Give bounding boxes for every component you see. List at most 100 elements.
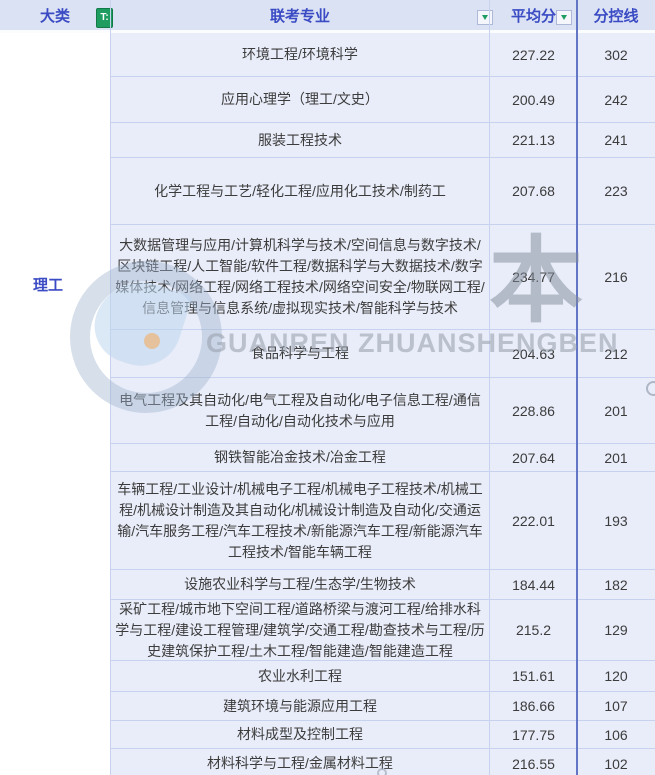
avg-score-cell[interactable]: 221.13 [490,123,577,157]
cutoff-cell[interactable]: 106 [577,721,655,748]
avg-score-cell[interactable]: 228.86 [490,378,577,443]
dropdown-arrow-icon [561,15,567,20]
text-filter-icon[interactable]: T: [96,8,113,28]
cutoff-cell[interactable]: 182 [577,570,655,599]
major-cell[interactable]: 应用心理学（理工/文史） [110,77,490,122]
cutoff-cell[interactable]: 107 [577,692,655,720]
major-cell[interactable]: 食品科学与工程 [110,330,490,377]
cutoff-value: 102 [604,755,628,772]
avg-score-value: 184.44 [512,576,555,593]
major-text: 化学工程与工艺/轻化工程/应用化工技术/制药工 [154,182,446,199]
table-row: 采矿工程/城市地下空间工程/道路桥梁与渡河工程/给排水科学与工程/建设工程管理/… [110,600,655,661]
major-cell[interactable]: 化学工程与工艺/轻化工程/应用化工技术/制药工 [110,158,490,224]
major-cell[interactable]: 农业水利工程 [110,661,490,691]
major-cell[interactable]: 车辆工程/工业设计/机械电子工程/机械电子工程技术/机械工程/机械设计制造及其自… [110,472,490,569]
avg-score-cell[interactable]: 227.22 [490,33,577,76]
avg-score-value: 234.77 [512,269,555,285]
avg-score-cell[interactable]: 186.66 [490,692,577,720]
cutoff-value: 129 [604,622,628,638]
table-row: 农业水利工程 151.61 120 [110,661,655,692]
cutoff-cell[interactable]: 102 [577,749,655,775]
table-row: 大数据管理与应用/计算机科学与技术/空间信息与数字技术/区块链工程/人工智能/软… [110,225,655,330]
header-cell-major[interactable]: 联考专业 [110,0,490,30]
grid-line-avg [489,0,490,775]
category-column[interactable]: 理工 [0,33,110,775]
avg-score-cell[interactable]: 184.44 [490,570,577,599]
major-filter-dropdown-button[interactable] [477,10,493,25]
avg-score-cell[interactable]: 222.01 [490,472,577,569]
cutoff-cell[interactable]: 201 [577,444,655,471]
major-text: 环境工程/环境科学 [242,46,358,62]
avg-score-value: 215.2 [515,622,552,638]
major-cell[interactable]: 环境工程/环境科学 [110,33,490,76]
cutoff-value: 201 [604,402,628,419]
cutoff-cell[interactable]: 212 [577,330,655,377]
cutoff-value: 216 [604,269,628,285]
major-cell[interactable]: 材料成型及控制工程 [110,721,490,748]
cutoff-cell[interactable]: 120 [577,661,655,691]
major-cell[interactable]: 电气工程及其自动化/电气工程及自动化/电子信息工程/通信工程/自动化/自动化技术… [110,378,490,443]
header-cell-category[interactable]: 大类 [0,0,110,30]
avg-score-cell[interactable]: 200.49 [490,77,577,122]
category-label: 理工 [32,277,63,294]
avg-score-value: 222.01 [512,512,555,529]
cutoff-cell[interactable]: 201 [577,378,655,443]
avg-score-value: 228.86 [512,402,555,419]
table-row: 电气工程及其自动化/电气工程及自动化/电子信息工程/通信工程/自动化/自动化技术… [110,378,655,444]
cutoff-cell[interactable]: 223 [577,158,655,224]
avg-score-value: 221.13 [512,132,555,148]
major-text: 建筑环境与能源应用工程 [223,697,377,714]
major-cell[interactable]: 钢铁智能冶金技术/冶金工程 [110,444,490,471]
grid-line-cutoff [576,0,578,775]
major-text: 设施农业科学与工程/生态学/生物技术 [184,576,416,592]
avg-score-cell[interactable]: 207.68 [490,158,577,224]
major-text: 材料科学与工程/金属材料工程 [207,755,393,771]
table-row: 食品科学与工程 204.63 212 [110,330,655,378]
avg-score-cell[interactable]: 207.64 [490,444,577,471]
table-body: 环境工程/环境科学 227.22 302 应用心理学（理工/文史） 200.49… [110,33,655,775]
header-cell-avg[interactable]: 平均分 [490,0,577,30]
major-cell[interactable]: 材料科学与工程/金属材料工程 [110,749,490,775]
header-divider [0,30,655,33]
cutoff-value: 106 [604,726,628,743]
avg-score-value: 186.66 [512,698,555,714]
major-text: 食品科学与工程 [251,345,349,361]
table-row: 建筑环境与能源应用工程 186.66 107 [110,692,655,721]
major-cell[interactable]: 设施农业科学与工程/生态学/生物技术 [110,570,490,599]
avg-score-cell[interactable]: 215.2 [490,600,577,660]
avg-score-value: 204.63 [512,345,555,362]
header-major-label: 联考专业 [269,7,330,25]
cutoff-cell[interactable]: 302 [577,33,655,76]
table-row: 环境工程/环境科学 227.22 302 [110,33,655,77]
cutoff-value: 120 [604,668,628,684]
major-text: 采矿工程/城市地下空间工程/道路桥梁与渡河工程/给排水科学与工程/建设工程管理/… [115,600,485,659]
avg-score-cell[interactable]: 204.63 [490,330,577,377]
cutoff-cell[interactable]: 193 [577,472,655,569]
major-cell[interactable]: 大数据管理与应用/计算机科学与技术/空间信息与数字技术/区块链工程/人工智能/软… [110,225,490,329]
avg-score-cell[interactable]: 151.61 [490,661,577,691]
header-cutoff-label: 分控线 [593,7,639,25]
header-cell-cutoff[interactable]: 分控线 [577,0,655,30]
avg-score-cell[interactable]: 234.77 [490,225,577,329]
major-cell[interactable]: 建筑环境与能源应用工程 [110,692,490,720]
dropdown-arrow-icon [482,15,488,20]
major-text: 钢铁智能冶金技术/冶金工程 [214,449,386,465]
major-cell[interactable]: 采矿工程/城市地下空间工程/道路桥梁与渡河工程/给排水科学与工程/建设工程管理/… [110,600,490,660]
cutoff-cell[interactable]: 241 [577,123,655,157]
avg-score-value: 151.61 [512,668,555,684]
avg-score-cell[interactable]: 216.55 [490,749,577,775]
avg-score-cell[interactable]: 177.75 [490,721,577,748]
cutoff-value: 302 [604,46,628,63]
avg-score-value: 177.75 [512,726,555,743]
avg-filter-dropdown-button[interactable] [556,10,572,25]
table-row: 材料科学与工程/金属材料工程 216.55 102 [110,749,655,775]
table-row: 服装工程技术 221.13 241 [110,123,655,158]
major-text: 农业水利工程 [258,667,342,684]
major-cell[interactable]: 服装工程技术 [110,123,490,157]
cutoff-value: 193 [604,512,628,529]
cutoff-cell[interactable]: 242 [577,77,655,122]
major-text: 材料成型及控制工程 [237,726,363,742]
cutoff-cell[interactable]: 129 [577,600,655,660]
cutoff-cell[interactable]: 216 [577,225,655,329]
